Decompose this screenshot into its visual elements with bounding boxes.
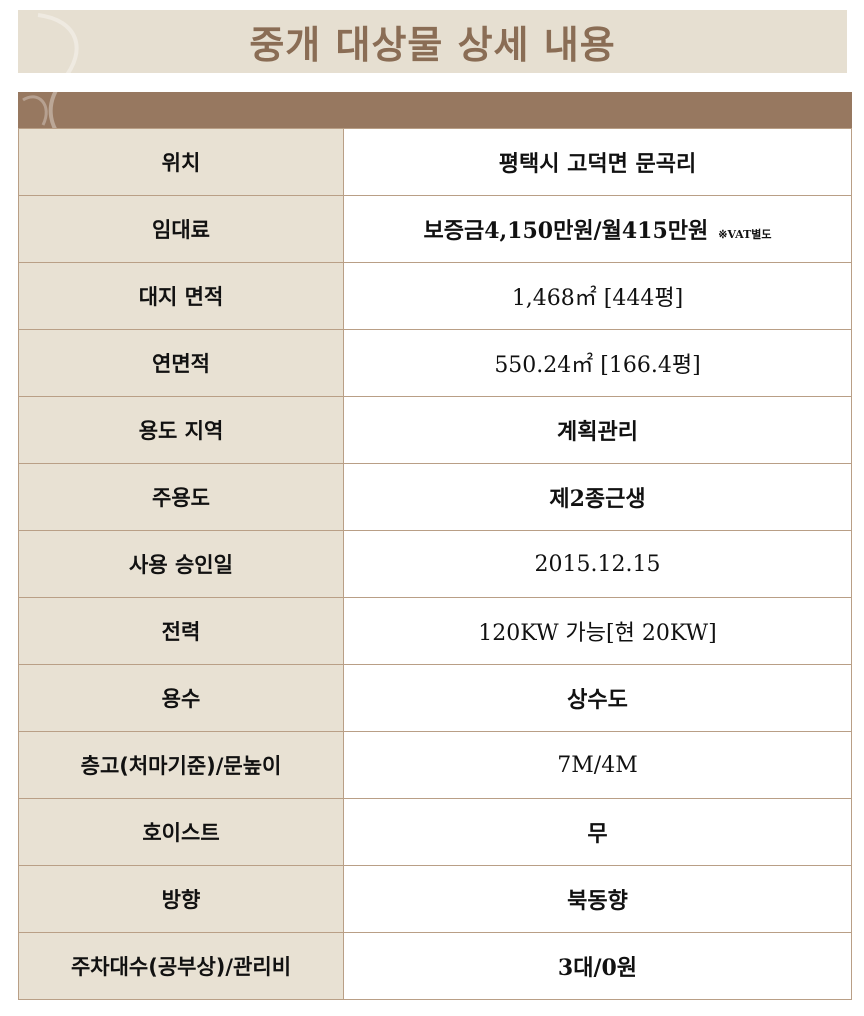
- row-value-text: 1,468㎡ [444평]: [511, 286, 684, 311]
- table-row: 주차대수(공부상)/관리비 3대/0원: [18, 932, 852, 1000]
- vat-note: ※VAT별도: [718, 228, 772, 241]
- row-value-text: 보증금4,150만원/월415만원: [423, 218, 709, 244]
- table-row: 호이스트 무: [18, 798, 852, 866]
- row-value: 제2종근생: [343, 463, 852, 531]
- row-label: 사용 승인일: [18, 530, 344, 598]
- row-value-text: 550.24㎡ [166.4평]: [494, 353, 701, 378]
- row-value-text: 2015.12.15: [534, 551, 661, 577]
- row-label: 주용도: [18, 463, 344, 531]
- table-row: 사용 승인일 2015.12.15: [18, 530, 852, 598]
- row-value-text: 제2종근생: [549, 486, 646, 512]
- table-row: 임대료 보증금4,150만원/월415만원 ※VAT별도: [18, 195, 852, 263]
- row-value: 120KW 가능[현 20KW]: [343, 597, 852, 665]
- row-value: 무: [343, 798, 852, 866]
- table-header-bar: [18, 92, 852, 128]
- row-label: 방향: [18, 865, 344, 933]
- row-value-text: 무: [587, 821, 608, 847]
- row-label: 대지 면적: [18, 262, 344, 330]
- title-banner: 중개 대상물 상세 내용: [18, 10, 847, 73]
- table-row: 대지 면적 1,468㎡ [444평]: [18, 262, 852, 330]
- row-value: 7M/4M: [343, 731, 852, 799]
- row-value: 보증금4,150만원/월415만원 ※VAT별도: [343, 195, 852, 263]
- row-label: 층고(처마기준)/문높이: [18, 731, 344, 799]
- row-value: 평택시 고덕면 문곡리: [343, 128, 852, 196]
- row-value: 2015.12.15: [343, 530, 852, 598]
- row-value: 550.24㎡ [166.4평]: [343, 329, 852, 397]
- page-title: 중개 대상물 상세 내용: [249, 23, 616, 67]
- row-value-text: 3대/0원: [557, 955, 638, 981]
- row-label: 호이스트: [18, 798, 344, 866]
- row-value: 북동향: [343, 865, 852, 933]
- row-label: 용도 지역: [18, 396, 344, 464]
- row-value-text: 평택시 고덕면 문곡리: [498, 151, 697, 177]
- table-row: 방향 북동향: [18, 865, 852, 933]
- table-row: 층고(처마기준)/문높이 7M/4M: [18, 731, 852, 799]
- row-label: 연면적: [18, 329, 344, 397]
- row-value-text: 계획관리: [557, 419, 638, 445]
- row-value-text: 북동향: [567, 888, 628, 914]
- table-row: 연면적 550.24㎡ [166.4평]: [18, 329, 852, 397]
- table-row: 주용도 제2종근생: [18, 463, 852, 531]
- table-row: 위치 평택시 고덕면 문곡리: [18, 128, 852, 196]
- row-value: 3대/0원: [343, 932, 852, 1000]
- row-value: 계획관리: [343, 396, 852, 464]
- table-row: 용도 지역 계획관리: [18, 396, 852, 464]
- row-label: 임대료: [18, 195, 344, 263]
- row-value: 상수도: [343, 664, 852, 732]
- row-value: 1,468㎡ [444평]: [343, 262, 852, 330]
- table-row: 용수 상수도: [18, 664, 852, 732]
- row-label: 위치: [18, 128, 344, 196]
- row-value-text: 상수도: [567, 687, 628, 713]
- row-label: 용수: [18, 664, 344, 732]
- row-label: 전력: [18, 597, 344, 665]
- row-value-text: 7M/4M: [557, 752, 638, 778]
- row-label: 주차대수(공부상)/관리비: [18, 932, 344, 1000]
- table-row: 전력 120KW 가능[현 20KW]: [18, 597, 852, 665]
- row-value-text: 120KW 가능[현 20KW]: [478, 621, 717, 646]
